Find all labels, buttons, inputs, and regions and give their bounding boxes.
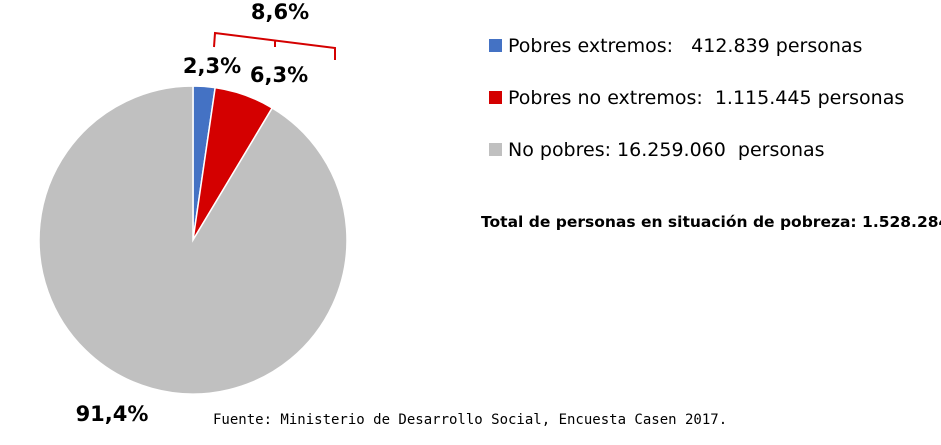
legend-item-pobres-extremos: Pobres extremos: 412.839 personas [489,32,904,59]
legend-swatch [489,39,502,52]
pie-slices [38,85,348,395]
slice-label-pobres-extremos: 2,3% [183,54,241,78]
legend-label: Pobres extremos: 412.839 personas [508,34,863,57]
slice-label-pobres-no-extremos: 6,3% [250,63,308,87]
legend-swatch [489,143,502,156]
legend-item-pobres-no-extremos: Pobres no extremos: 1.115.445 personas [489,84,904,111]
legend-label: No pobres: 16.259.060 personas [508,138,825,161]
poverty-bracket [213,31,336,60]
legend-item-no-pobres: No pobres: 16.259.060 personas [489,136,904,163]
total-poverty-text: Total de personas en situación de pobrez… [481,213,941,231]
legend-swatch [489,91,502,104]
slice-label-no-pobres: 91,4% [76,402,149,426]
bracket-label: 8,6% [251,0,309,24]
source-note: Fuente: Ministerio de Desarrollo Social,… [213,412,728,428]
legend: Pobres extremos: 412.839 personas Pobres… [489,32,904,188]
pie-slice-no-pobres [38,85,348,395]
legend-label: Pobres no extremos: 1.115.445 personas [508,86,905,109]
